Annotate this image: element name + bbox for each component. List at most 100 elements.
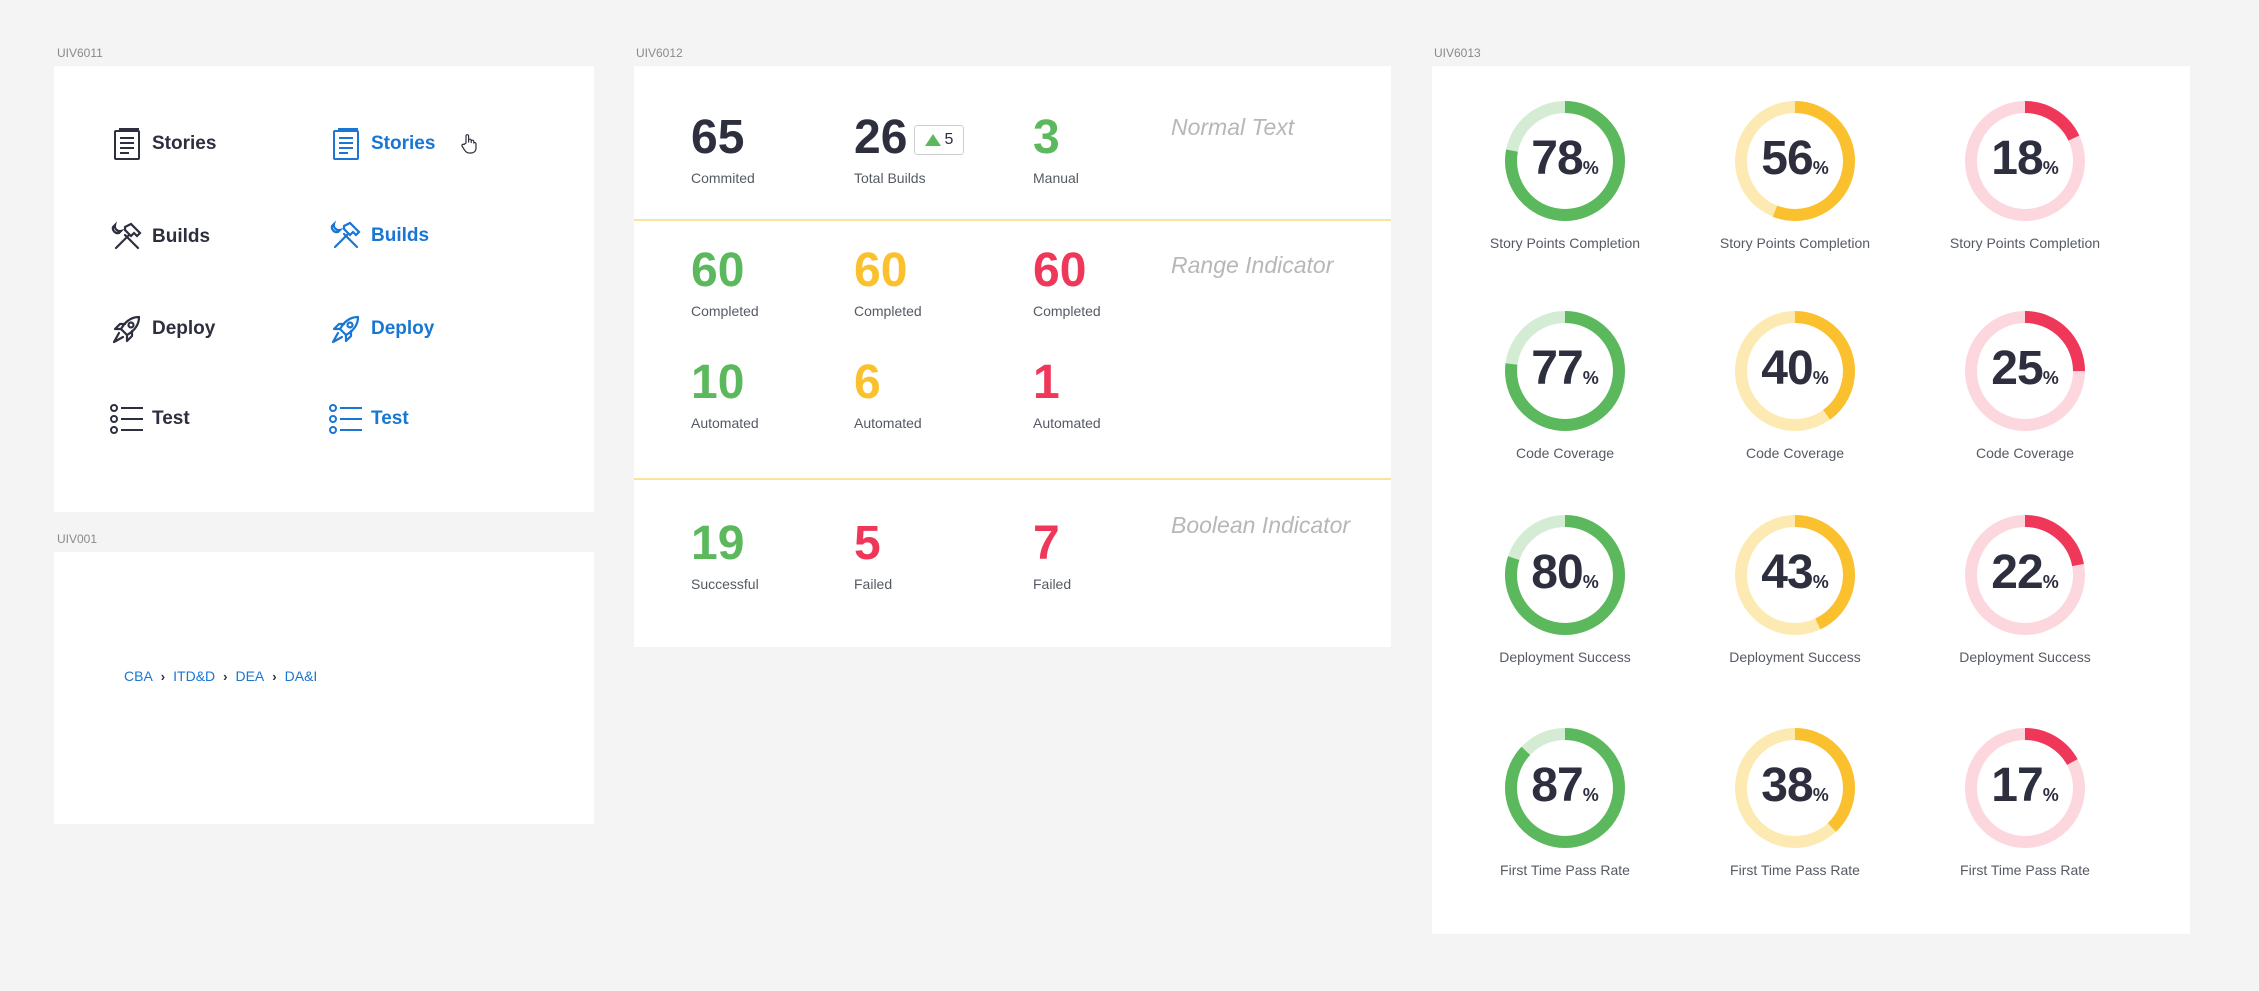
percent-sign: % — [1812, 368, 1829, 388]
progress-ring: 17% First Time Pass Rate — [1910, 724, 2140, 878]
metric-value: 60 — [691, 244, 745, 297]
nav-item-label: Deploy — [152, 318, 216, 339]
progress-ring-value: 87% — [1450, 758, 1680, 813]
metric-total-builds: 26 Total Builds — [854, 112, 926, 187]
percent-sign: % — [1582, 158, 1599, 178]
document-icon — [329, 127, 363, 161]
metric-value: 19 — [691, 517, 745, 570]
progress-ring-graphic — [1735, 728, 1855, 848]
progress-ring-fill — [1965, 101, 2085, 221]
progress-ring-label: First Time Pass Rate — [1730, 862, 1860, 878]
nav-item-deploy[interactable]: Deploy — [110, 309, 215, 349]
chevron-right-icon: › — [272, 668, 277, 684]
progress-ring-label: Code Coverage — [1515, 445, 1615, 461]
progress-value: 87 — [1531, 759, 1583, 812]
progress-ring-value: 38% — [1680, 758, 1910, 813]
progress-ring: 18% Story Points Completion — [1910, 97, 2140, 251]
nav-item-test-hover[interactable]: Test — [329, 399, 409, 439]
panel-label-uiv6012: UIV6012 — [636, 46, 683, 60]
metric-caption: Total Builds — [854, 170, 926, 186]
metric-value: 6 — [854, 356, 881, 409]
metric-caption: Manual — [1033, 170, 1079, 186]
metric-automated-yellow: 6 Automated — [854, 356, 922, 432]
nav-item-stories-hover[interactable]: Stories — [329, 124, 435, 164]
panel-label-uiv6013: UIV6013 — [1434, 46, 1481, 60]
progress-ring-label: Story Points Completion — [1719, 235, 1871, 251]
breadcrumb-item[interactable]: CBA — [124, 668, 153, 684]
metric-caption: Automated — [854, 415, 922, 431]
progress-ring-label: Deployment Success — [1729, 649, 1861, 665]
hammer-wrench-icon — [329, 219, 363, 253]
progress-ring-value: 78% — [1450, 131, 1680, 186]
nav-item-label: Test — [152, 408, 190, 429]
chevron-right-icon: › — [160, 668, 166, 684]
progress-ring-label: Story Points Completion — [1489, 235, 1641, 251]
progress-value: 78 — [1531, 132, 1583, 185]
progress-ring-fill — [1735, 311, 1855, 431]
progress-ring-fill — [1965, 515, 2085, 635]
progress-ring-value: 56% — [1680, 131, 1910, 186]
nav-item-builds-hover[interactable]: Builds — [329, 216, 429, 256]
progress-value: 38 — [1761, 759, 1813, 812]
percent-sign: % — [1582, 572, 1599, 592]
metrics-panel — [634, 66, 1391, 647]
metric-value: 60 — [854, 244, 908, 297]
hand-cursor-icon — [461, 134, 477, 159]
percent-sign: % — [2042, 368, 2059, 388]
metric-value: 5 — [854, 517, 881, 570]
progress-ring-fill — [1965, 311, 2085, 431]
progress-ring-graphic — [1505, 101, 1625, 221]
trend-badge: 5 — [914, 125, 964, 155]
progress-ring-graphic — [1735, 515, 1855, 635]
nav-item-builds[interactable]: Builds — [110, 217, 210, 257]
progress-ring-label: Code Coverage — [1975, 445, 2075, 461]
section-title-range: Range Indicator — [1171, 252, 1334, 278]
nav-item-label: Stories — [152, 133, 217, 154]
breadcrumb-item[interactable]: DEA — [235, 668, 265, 684]
progress-ring-graphic — [1505, 515, 1625, 635]
breadcrumb-item[interactable]: ITD&D — [173, 668, 216, 684]
progress-ring-graphic — [1505, 728, 1625, 848]
metric-successful: 19 Successful — [691, 517, 759, 593]
progress-value: 40 — [1761, 342, 1813, 395]
nav-item-label: Deploy — [371, 318, 435, 339]
nav-item-test[interactable]: Test — [110, 399, 190, 439]
percent-sign: % — [2042, 785, 2059, 805]
section-title-normal: Normal Text — [1171, 114, 1295, 140]
progress-ring-graphic — [1965, 515, 2085, 635]
divider — [634, 478, 1391, 480]
progress-ring-value: 25% — [1910, 341, 2140, 396]
nav-item-label: Stories — [371, 133, 436, 154]
progress-value: 80 — [1531, 546, 1583, 599]
nav-item-deploy-hover[interactable]: Deploy — [329, 309, 434, 349]
progress-ring-value: 17% — [1910, 758, 2140, 813]
percent-sign: % — [1582, 368, 1599, 388]
rocket-icon — [329, 312, 363, 346]
progress-ring-value: 40% — [1680, 341, 1910, 396]
trend-badge-value: 5 — [944, 131, 954, 148]
nav-item-label: Builds — [152, 226, 211, 247]
progress-value: 56 — [1761, 132, 1813, 185]
metric-automated-red: 1 Automated — [1033, 357, 1101, 432]
progress-ring-fill — [1735, 728, 1855, 848]
metric-caption: Completed — [854, 303, 922, 319]
rocket-icon — [110, 312, 144, 346]
progress-ring-graphic — [1965, 101, 2085, 221]
arrow-up-icon — [924, 134, 941, 146]
progress-ring: 43% Deployment Success — [1680, 511, 1910, 665]
metric-failed: 5 Failed — [854, 517, 892, 593]
divider — [634, 219, 1391, 221]
progress-ring: 78% Story Points Completion — [1450, 97, 1680, 251]
progress-ring: 87% First Time Pass Rate — [1450, 724, 1680, 878]
breadcrumb-item[interactable]: DA&I — [284, 668, 318, 684]
progress-ring-fill — [1735, 515, 1855, 635]
progress-ring: 25% Code Coverage — [1910, 307, 2140, 461]
progress-value: 22 — [1991, 546, 2043, 599]
nav-item-stories[interactable]: Stories — [110, 124, 216, 164]
progress-ring-fill — [1505, 728, 1625, 848]
section-title-boolean: Boolean Indicator — [1171, 512, 1351, 538]
metric-value: 10 — [691, 356, 745, 409]
metric-caption: Failed — [1033, 576, 1072, 592]
progress-ring-value: 43% — [1680, 545, 1910, 600]
progress-ring: 40% Code Coverage — [1680, 307, 1910, 461]
